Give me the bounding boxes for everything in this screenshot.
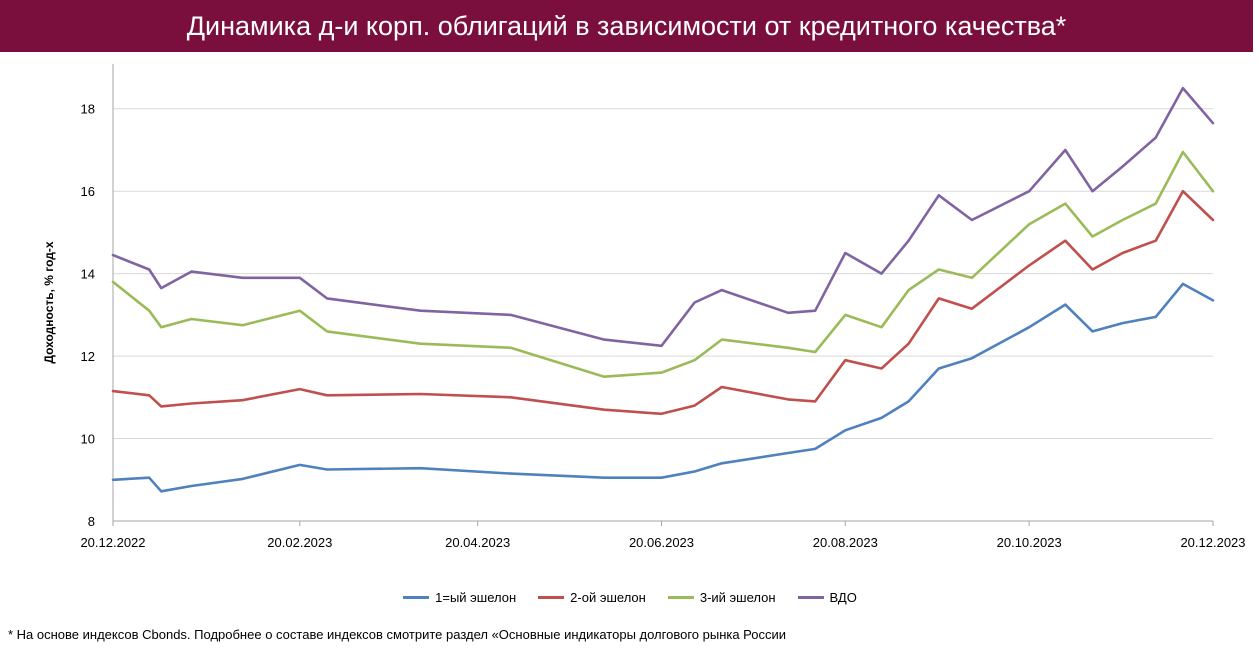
chart-title-banner: Динамика д-и корп. облигаций в зависимос…	[0, 0, 1253, 52]
y-tick-label: 8	[88, 514, 95, 529]
x-tick-label: 20.12.2023	[1180, 535, 1245, 550]
y-tick-label: 18	[81, 102, 95, 117]
y-tick-label: 10	[81, 432, 95, 447]
legend-label: 1=ый эшелон	[435, 590, 517, 605]
legend-swatch	[538, 596, 565, 599]
x-tick-label: 20.06.2023	[629, 535, 694, 550]
series-line-1	[111, 282, 1215, 493]
x-tick-label: 20.08.2023	[813, 535, 878, 550]
chart-title: Динамика д-и корп. облигаций в зависимос…	[186, 10, 1067, 41]
legend-label: 2-ой эшелон	[570, 590, 646, 605]
legend-item: 1=ый эшелон	[403, 590, 516, 605]
x-tick-label: 20.02.2023	[267, 535, 332, 550]
legend-item: ВДО	[797, 590, 857, 605]
yield-line-chart: 8 10 12 14 16 18 20.12.2022 20.02.2023 20.04.202…	[42, 64, 1246, 550]
legend-label: 3-ий эшелон	[699, 590, 776, 605]
legend-label: ВДО	[829, 590, 857, 605]
legend-swatch	[667, 596, 694, 599]
x-tick-label: 20.12.2022	[80, 535, 145, 550]
x-tick-label: 20.10.2023	[997, 535, 1062, 550]
y-tick-label: 16	[81, 184, 95, 199]
chart-legend: 1=ый эшелон 2-ой эшелон 3-ий эшелон ВДО	[0, 590, 1260, 605]
series-line-2	[111, 189, 1215, 416]
legend-item: 3-ий эшелон	[667, 590, 776, 605]
y-axis-title: Доходность, % год-х	[42, 241, 56, 364]
footnote: * На основе индексов Cbonds. Подробнее о…	[8, 627, 787, 642]
series-line-4	[111, 86, 1215, 348]
legend-swatch	[797, 596, 824, 599]
legend-swatch	[403, 596, 430, 599]
y-tick-label: 14	[81, 267, 95, 282]
legend-item: 2-ой эшелон	[538, 590, 646, 605]
y-tick-label: 12	[81, 349, 95, 364]
series-line-3	[111, 150, 1215, 379]
x-tick-label: 20.04.2023	[445, 535, 510, 550]
